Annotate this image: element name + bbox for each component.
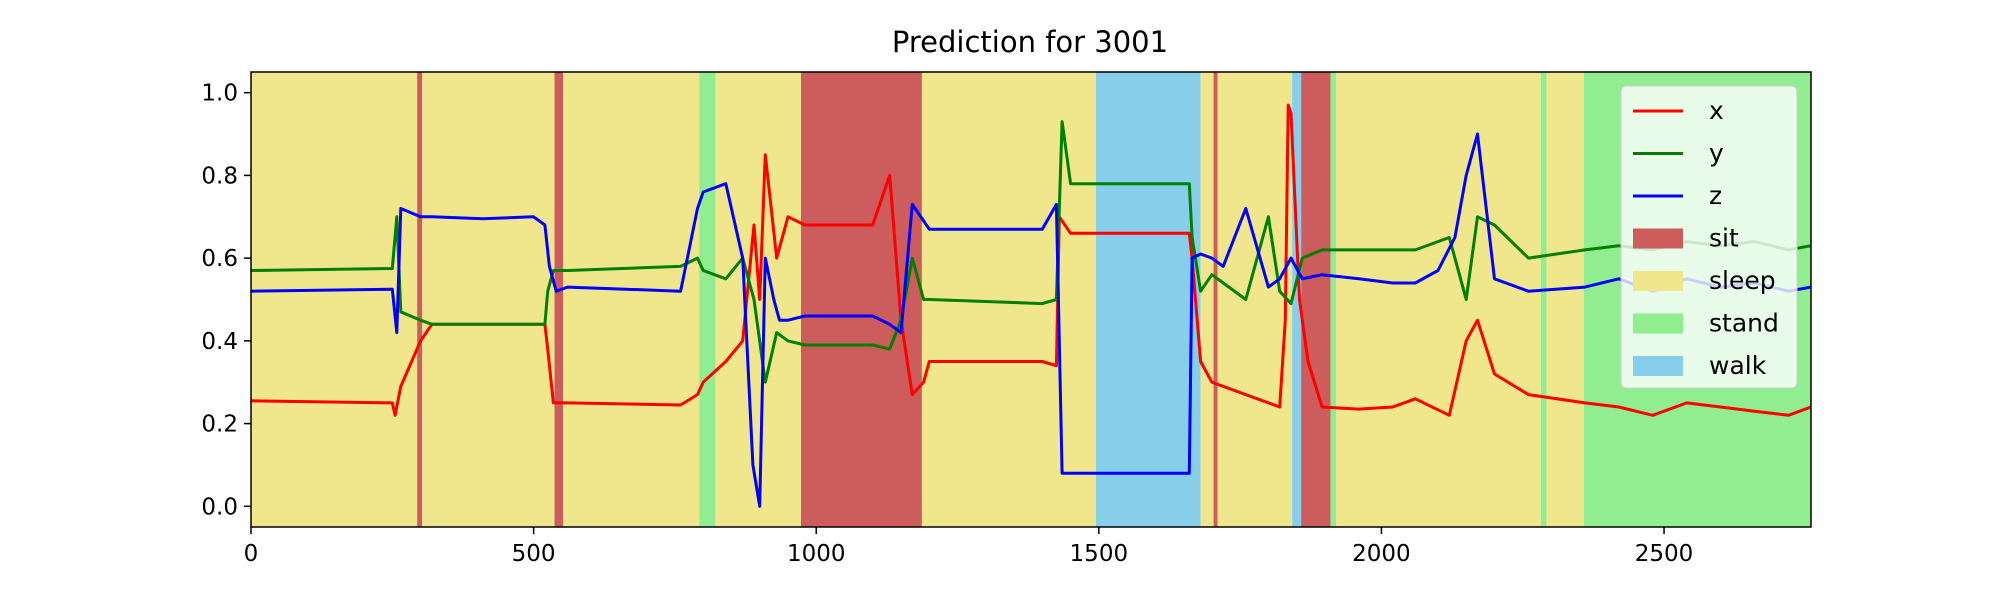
series-lines [251,103,1811,508]
activity-bands [251,72,1811,527]
activity-band-stand [699,72,716,527]
legend-patch-sleep [1633,271,1683,291]
activity-band-sleep [1336,72,1541,527]
y-tick-label: 0.8 [201,163,238,189]
activity-band-stand [1540,72,1547,527]
legend-box [1620,85,1798,389]
activity-band-walk [1096,72,1201,527]
legend-patch-stand [1633,313,1683,334]
series-line-y [251,120,1811,384]
activity-band-stand [1330,72,1337,527]
activity-band-sit [800,72,922,527]
activity-band-sleep [422,72,555,527]
x-tick-label: 1000 [787,541,846,567]
x-tick-label: 2000 [1352,541,1411,567]
activity-band-sit [554,72,563,527]
y-tick-label: 0.2 [201,412,238,438]
legend-label-walk: walk [1709,351,1767,380]
activity-band-sleep [1200,72,1214,527]
activity-band-sleep [563,72,700,527]
y-tick-label: 0.6 [201,246,238,272]
plot-frame [250,71,1812,528]
activity-band-sleep [1217,72,1293,527]
x-tick-label: 1500 [1070,541,1129,567]
legend-label-stand: stand [1709,309,1779,338]
legend-label-z: z [1709,181,1722,210]
activity-band-sleep [251,72,418,527]
activity-band-sleep [1546,72,1584,527]
activity-band-sit [1213,72,1218,527]
activity-band-sit [417,72,423,527]
legend-label-sit: sit [1709,224,1739,253]
y-tick-label: 0.4 [201,329,238,355]
activity-band-walk [1292,72,1302,527]
legend-patch-sit [1633,228,1683,249]
chart-title: Prediction for 3001 [892,25,1168,59]
legend-label-y: y [1709,139,1724,168]
activity-band-sit [1301,72,1331,527]
y-axis: 0.0 0.2 0.4 0.6 0.8 1.0 [201,81,251,520]
x-tick-label: 2500 [1635,541,1694,567]
legend-label-x: x [1709,96,1724,125]
x-axis: 0 500 1000 1500 2000 2500 [244,527,1694,567]
series-line-z [251,132,1811,508]
y-tick-label: 1.0 [201,81,238,107]
legend-label-sleep: sleep [1709,266,1776,295]
legend: xyz sit sleep stand walk [1620,85,1798,389]
legend-patch-walk [1633,356,1683,376]
y-tick-label: 0.0 [201,494,238,520]
x-tick-label: 500 [512,541,556,567]
x-tick-label: 0 [244,541,259,567]
